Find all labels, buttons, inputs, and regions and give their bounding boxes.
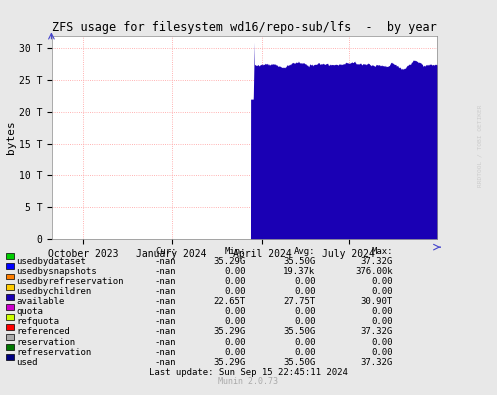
Text: 37.32G: 37.32G (360, 257, 393, 266)
Text: 35.29G: 35.29G (214, 327, 246, 337)
Text: reservation: reservation (16, 337, 75, 346)
Text: Munin 2.0.73: Munin 2.0.73 (219, 377, 278, 386)
Text: 0.00: 0.00 (371, 318, 393, 326)
Text: 0.00: 0.00 (371, 348, 393, 357)
Text: 35.50G: 35.50G (283, 358, 316, 367)
Text: 0.00: 0.00 (371, 307, 393, 316)
Text: -nan: -nan (155, 327, 176, 337)
Text: 22.65T: 22.65T (214, 297, 246, 306)
Text: refquota: refquota (16, 318, 59, 326)
Text: 0.00: 0.00 (294, 287, 316, 296)
Text: 0.00: 0.00 (225, 267, 246, 276)
Text: 0.00: 0.00 (371, 277, 393, 286)
Text: -nan: -nan (155, 337, 176, 346)
Text: usedbychildren: usedbychildren (16, 287, 91, 296)
Text: 30.90T: 30.90T (360, 297, 393, 306)
Text: usedbysnapshots: usedbysnapshots (16, 267, 96, 276)
Text: -nan: -nan (155, 307, 176, 316)
Text: 35.29G: 35.29G (214, 257, 246, 266)
Text: 376.00k: 376.00k (355, 267, 393, 276)
Text: 0.00: 0.00 (371, 287, 393, 296)
Text: 0.00: 0.00 (225, 307, 246, 316)
Text: 37.32G: 37.32G (360, 327, 393, 337)
Text: Last update: Sun Sep 15 22:45:11 2024: Last update: Sun Sep 15 22:45:11 2024 (149, 368, 348, 377)
Text: quota: quota (16, 307, 43, 316)
Text: -nan: -nan (155, 277, 176, 286)
Text: 0.00: 0.00 (294, 277, 316, 286)
Text: 37.32G: 37.32G (360, 358, 393, 367)
Text: -nan: -nan (155, 287, 176, 296)
Text: Min:: Min: (225, 247, 246, 256)
Text: RRDTOOL / TOBI OETIKER: RRDTOOL / TOBI OETIKER (477, 105, 482, 187)
Text: 0.00: 0.00 (371, 337, 393, 346)
Text: Avg:: Avg: (294, 247, 316, 256)
Text: Max:: Max: (371, 247, 393, 256)
Text: 0.00: 0.00 (294, 348, 316, 357)
Text: -nan: -nan (155, 267, 176, 276)
Text: Cur:: Cur: (155, 247, 176, 256)
Text: 35.50G: 35.50G (283, 327, 316, 337)
Text: 0.00: 0.00 (225, 348, 246, 357)
Text: -nan: -nan (155, 348, 176, 357)
Text: -nan: -nan (155, 358, 176, 367)
Text: 0.00: 0.00 (294, 337, 316, 346)
Text: 19.37k: 19.37k (283, 267, 316, 276)
Text: used: used (16, 358, 37, 367)
Text: available: available (16, 297, 64, 306)
Text: -nan: -nan (155, 297, 176, 306)
Title: ZFS usage for filesystem wd16/repo-sub/lfs  -  by year: ZFS usage for filesystem wd16/repo-sub/l… (52, 21, 437, 34)
Text: usedbyrefreservation: usedbyrefreservation (16, 277, 123, 286)
Text: 0.00: 0.00 (225, 287, 246, 296)
Text: 35.29G: 35.29G (214, 358, 246, 367)
Text: -nan: -nan (155, 257, 176, 266)
Text: referenced: referenced (16, 327, 70, 337)
Text: 35.50G: 35.50G (283, 257, 316, 266)
Text: 0.00: 0.00 (294, 307, 316, 316)
Text: 0.00: 0.00 (225, 277, 246, 286)
Text: 27.75T: 27.75T (283, 297, 316, 306)
Text: 0.00: 0.00 (225, 318, 246, 326)
Text: 0.00: 0.00 (294, 318, 316, 326)
Text: refreservation: refreservation (16, 348, 91, 357)
Text: -nan: -nan (155, 318, 176, 326)
Y-axis label: bytes: bytes (6, 120, 16, 154)
Text: 0.00: 0.00 (225, 337, 246, 346)
Text: usedbydataset: usedbydataset (16, 257, 86, 266)
